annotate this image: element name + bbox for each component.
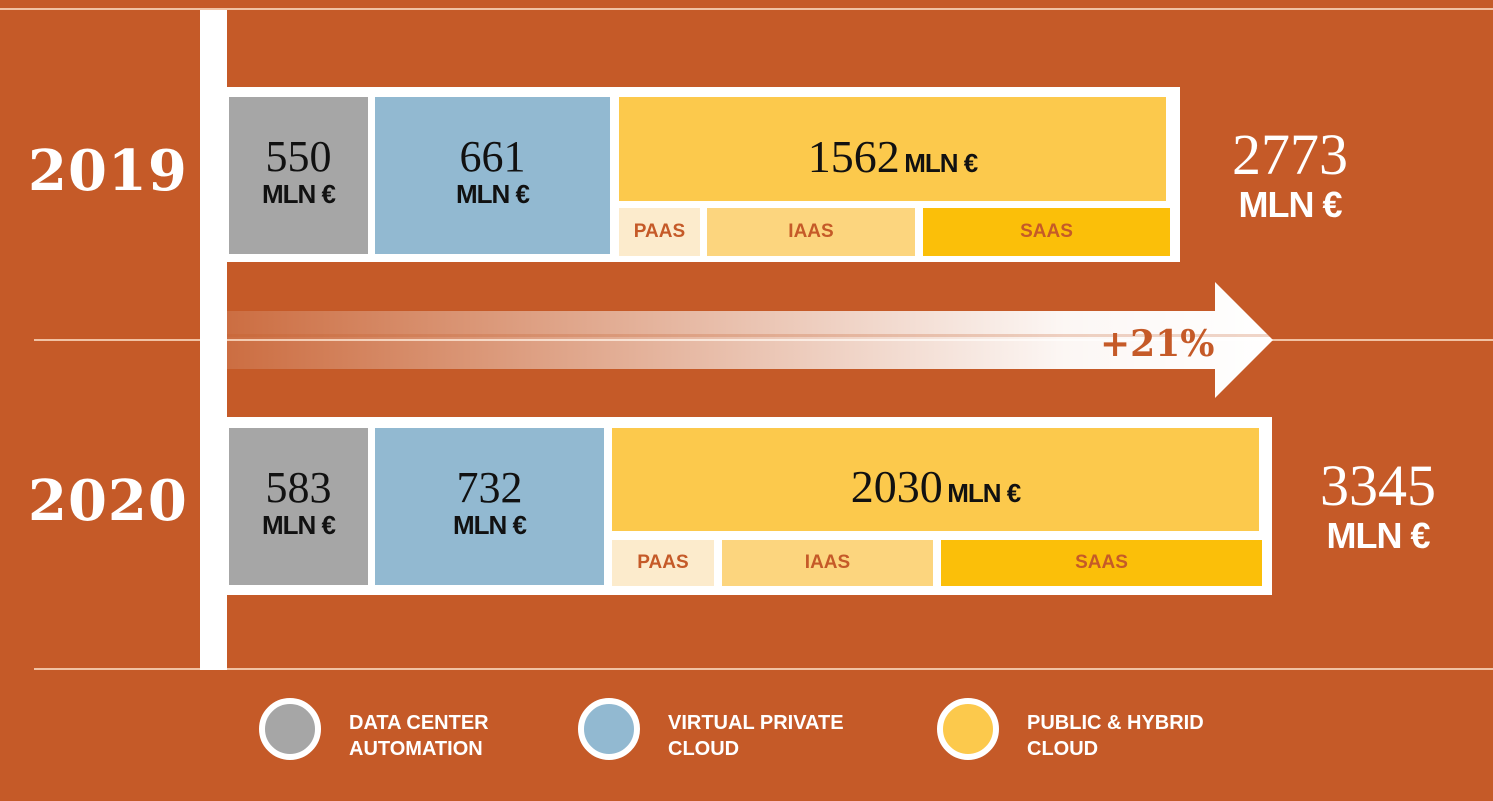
value-label: 550 [265,132,332,181]
total-2019: 2773 MLN € [1200,125,1380,225]
unit-label: MLN € [262,510,336,540]
top-gridline [0,8,1493,10]
sub-iaas-2019: IAAS [707,208,915,256]
unit-label: MLN € [904,148,978,178]
legend-dot-yellow-icon [937,698,999,760]
sub-saas-2020: SAAS [941,540,1262,586]
total-value: 2773 [1232,122,1348,187]
legend-line: PUBLIC & HYBRID [1027,712,1204,734]
sub-saas-2019: SAAS [923,208,1170,256]
legend-label: VIRTUAL PRIVATE CLOUD [668,710,928,762]
vertical-axis-bar [200,10,227,670]
value-label: 2030 [850,461,943,512]
value-label: 661 [459,132,526,181]
total-unit: MLN € [1326,515,1431,556]
legend-label: PUBLIC & HYBRID CLOUD [1027,710,1287,762]
bar-virtual-private-2020: 732 MLN € [375,428,604,585]
legend-line: DATA CENTER [349,712,489,734]
year-label-2020: 2020 [28,468,188,534]
value-label: 732 [456,463,523,512]
growth-arrow-shape [227,282,1273,398]
public-value-2020: 2030 MLN € [612,460,1259,513]
growth-arrow [227,282,1273,398]
total-2020: 3345 MLN € [1288,456,1468,556]
bar-public-hybrid-2020 [612,428,1259,531]
legend-line: CLOUD [1027,738,1099,760]
bar-data-center-2020: 583 MLN € [229,428,368,585]
bottom-gridline [34,668,1493,670]
growth-label: +21% [1100,323,1215,365]
sub-paas-2020: PAAS [612,540,714,586]
unit-label: MLN € [947,478,1021,508]
total-value: 3345 [1320,453,1436,518]
legend-line: CLOUD [668,738,740,760]
bar-data-center-2019: 550 MLN € [229,97,368,254]
legend-virtual-private: VIRTUAL PRIVATE CLOUD [578,698,908,762]
sub-paas-2019: PAAS [619,208,700,256]
unit-label: MLN € [262,179,336,209]
unit-label: MLN € [456,179,530,209]
legend-line: AUTOMATION [349,738,483,760]
value-label: 1562 [807,131,900,182]
bar-public-hybrid-2019 [619,97,1166,201]
year-label-2019: 2019 [28,138,188,204]
legend-line: VIRTUAL PRIVATE [668,712,844,734]
legend-label: DATA CENTER AUTOMATION [349,710,609,762]
public-value-2019: 1562 MLN € [619,130,1166,183]
legend-public-hybrid: PUBLIC & HYBRID CLOUD [937,698,1267,762]
legend-data-center: DATA CENTER AUTOMATION [259,698,579,762]
sub-iaas-2020: IAAS [722,540,933,586]
total-unit: MLN € [1238,184,1343,225]
unit-label: MLN € [453,510,527,540]
legend-dot-gray-icon [259,698,321,760]
legend-dot-blue-icon [578,698,640,760]
bar-virtual-private-2019: 661 MLN € [375,97,610,254]
value-label: 583 [265,463,332,512]
